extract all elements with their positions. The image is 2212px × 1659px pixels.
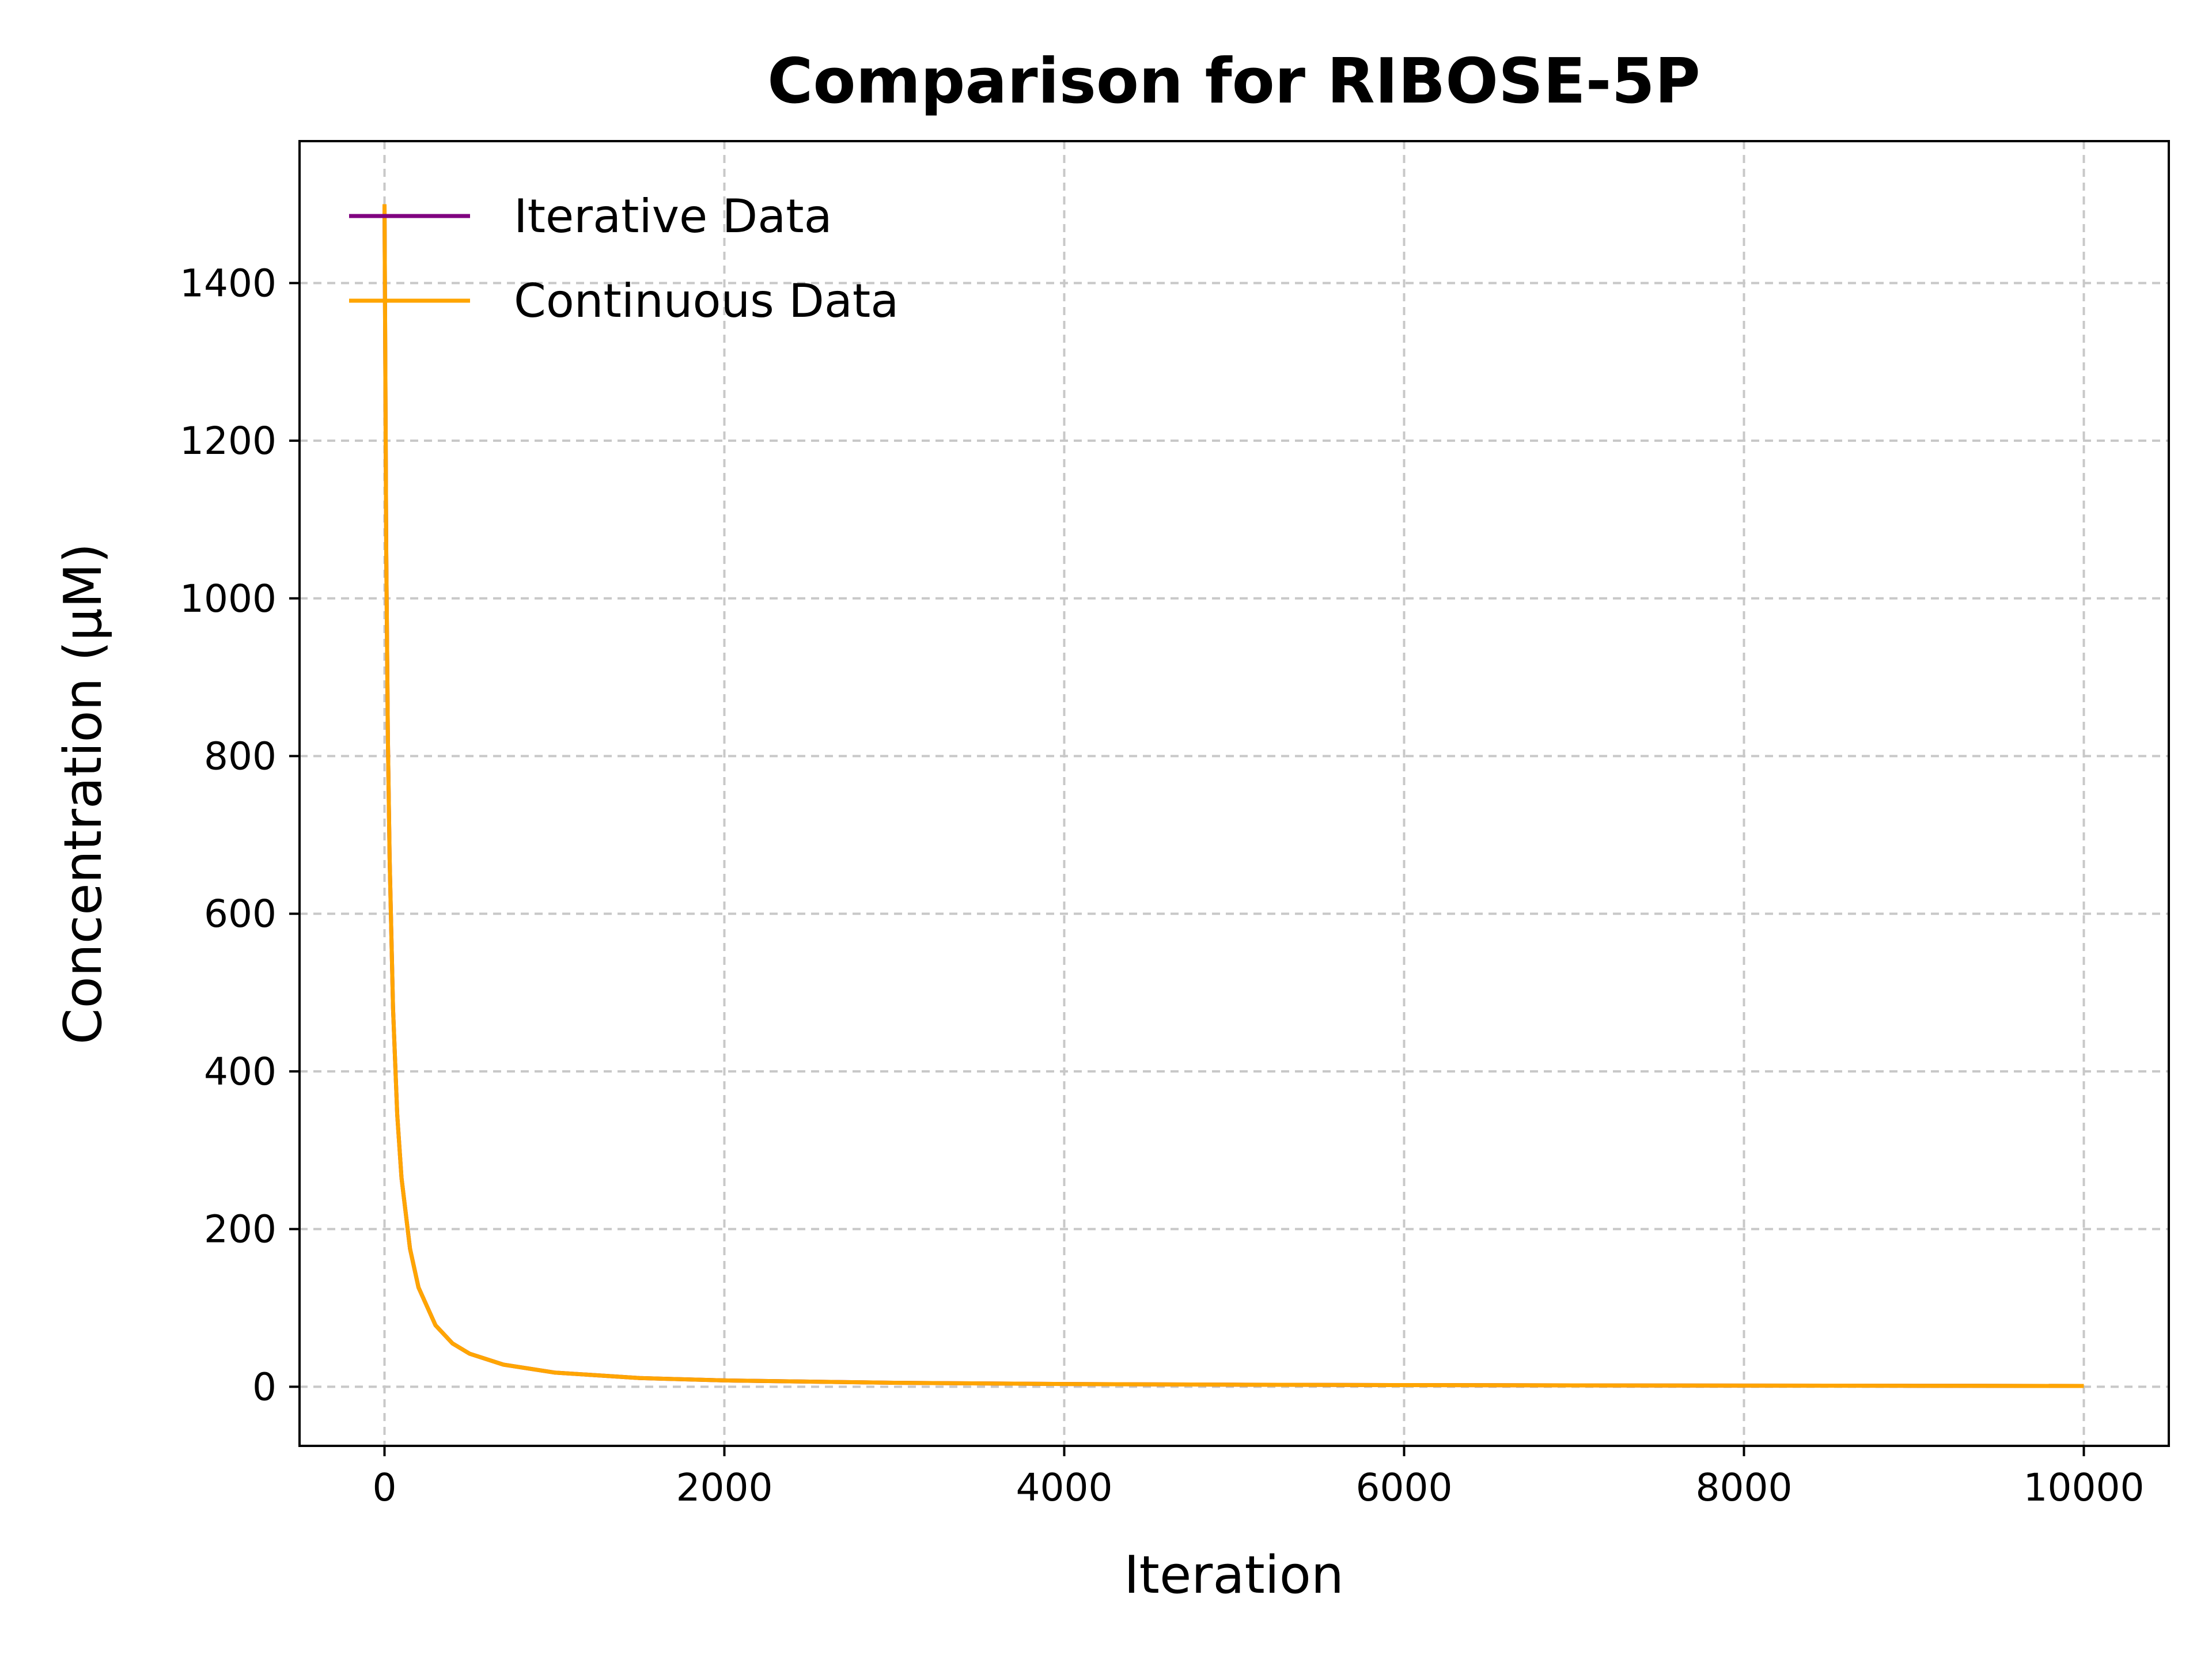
plot-frame xyxy=(298,140,2170,1447)
y-tick-label: 1000 xyxy=(180,577,276,621)
y-tick-label: 800 xyxy=(204,734,276,778)
series-line-2 xyxy=(382,204,2084,1388)
series-layer xyxy=(382,204,2084,1388)
x-tick-label: 10000 xyxy=(2024,1465,2145,1510)
x-tick-label: 6000 xyxy=(1356,1465,1453,1510)
chart-title: Comparison for RIBOSE-5P xyxy=(767,46,1700,118)
x-axis-label: Iteration xyxy=(1124,1545,1344,1605)
y-tick-label: 200 xyxy=(204,1207,276,1252)
y-tick-label: 600 xyxy=(204,892,276,936)
y-tick-label: 0 xyxy=(252,1365,276,1409)
y-tick-label: 1200 xyxy=(180,419,276,463)
x-tick-label: 0 xyxy=(373,1465,397,1510)
legend-label-2: Continuous Data xyxy=(514,274,899,328)
y-tick-label: 1400 xyxy=(180,261,276,305)
legend: Iterative Data Continuous Data xyxy=(349,190,899,328)
x-tick-label: 4000 xyxy=(1016,1465,1113,1510)
x-tick-label: 2000 xyxy=(676,1465,773,1510)
y-axis-label: Concentration (μM) xyxy=(53,543,113,1044)
tick-layer: 0 2000 4000 6000 8000 10000 0 200 400 600 800 1000 1… xyxy=(180,261,2144,1510)
y-tick-label: 400 xyxy=(204,1050,276,1094)
grid-layer xyxy=(300,141,2169,1446)
x-tick-label: 8000 xyxy=(1696,1465,1793,1510)
series-line-1 xyxy=(382,204,2084,1388)
legend-label-1: Iterative Data xyxy=(514,190,832,243)
